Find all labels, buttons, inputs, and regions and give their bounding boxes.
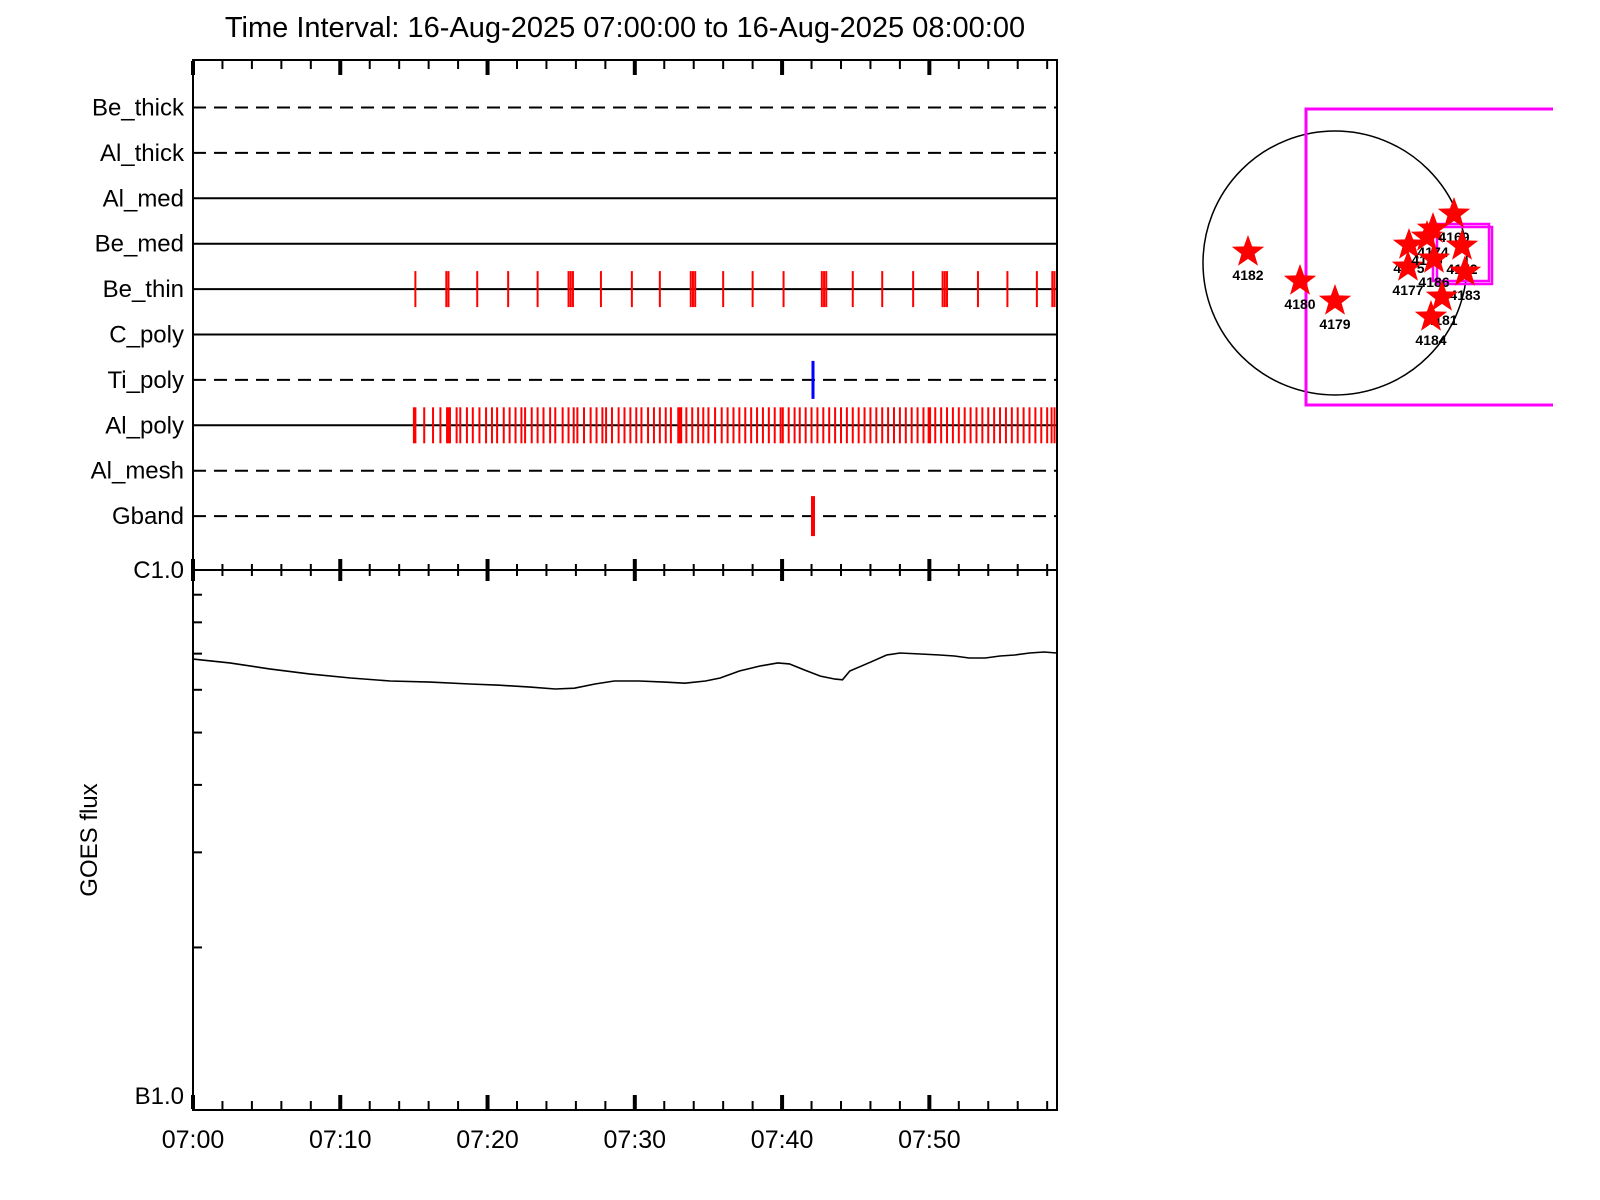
goes-top-label: C1.0 — [133, 557, 184, 584]
goes-flux-curve — [192, 651, 1057, 690]
ar-star-4186 — [1417, 242, 1451, 273]
filter-panel-frame — [192, 59, 1058, 571]
active-region-4179: 4179 — [1318, 284, 1352, 332]
filter-label-Be_thin: Be_thin — [103, 276, 184, 303]
ar-star-4184 — [1414, 300, 1448, 331]
active-region-4169: 4169 — [1437, 197, 1471, 245]
filter-row-Al_med: Al_med — [103, 185, 1057, 212]
filter-row-Be_thin: Be_thin — [103, 271, 1057, 308]
filter-label-Al_med: Al_med — [103, 185, 184, 212]
filter-label-C_poly: C_poly — [109, 322, 184, 349]
active-region-4182: 4182 — [1231, 235, 1265, 283]
pointing-box — [1304, 107, 1553, 407]
active-region-4177: 4177 — [1391, 250, 1425, 298]
active-region-4180: 4180 — [1283, 264, 1317, 312]
ar-star-4181 — [1425, 280, 1459, 311]
ar-label-4177: 4177 — [1392, 282, 1423, 298]
goes-bottom-label: B1.0 — [135, 1083, 184, 1110]
time-label-0720: 07:20 — [456, 1126, 519, 1154]
ar-label-4182: 4182 — [1232, 267, 1263, 283]
filter-label-Be_med: Be_med — [95, 231, 184, 258]
ar-star-4169 — [1437, 197, 1471, 228]
filter-row-Be_thick: Be_thick — [92, 95, 1057, 122]
solar-disk-map: 4182418041794175417741744185416941724186… — [1202, 107, 1553, 407]
ar-label-4183: 4183 — [1449, 287, 1480, 303]
ar-star-4182 — [1231, 235, 1265, 266]
filter-row-Al_thick: Al_thick — [100, 140, 1057, 167]
time-label-0710: 07:10 — [309, 1126, 372, 1154]
goes-panel-frame — [192, 569, 1058, 1111]
ar-label-4180: 4180 — [1284, 296, 1315, 312]
filter-label-Gband: Gband — [112, 503, 184, 530]
ar-star-4175 — [1392, 228, 1426, 259]
filter-row-C_poly: C_poly — [109, 322, 1057, 349]
filter-label-Be_thick: Be_thick — [92, 95, 185, 122]
time-axis-ticks — [191, 61, 1049, 1109]
filter-label-Al_poly: Al_poly — [105, 412, 184, 439]
time-label-0750: 07:50 — [898, 1126, 961, 1154]
filter-row-Gband: Gband — [112, 496, 1057, 537]
filter-label-Al_thick: Al_thick — [100, 140, 185, 167]
ar-label-4186: 4186 — [1418, 274, 1449, 290]
chart-title: Time Interval: 16-Aug-2025 07:00:00 to 1… — [224, 12, 1026, 44]
panel-frames — [192, 59, 1058, 1111]
time-label-0740: 07:40 — [751, 1126, 814, 1154]
filter-row-Ti_poly: Ti_poly — [108, 360, 1057, 399]
goes-ylabel: GOES flux — [76, 783, 103, 896]
time-label-0730: 07:30 — [604, 1126, 667, 1154]
ar-label-4179: 4179 — [1319, 316, 1350, 332]
filter-rows: Be_thick Al_thick Al_med Be_med Be_thin C_pol… — [91, 95, 1057, 537]
ar-star-4185 — [1410, 220, 1444, 251]
time-label-0700: 07:00 — [162, 1126, 225, 1154]
ar-star-4180 — [1283, 264, 1317, 295]
ar-star-4177 — [1391, 250, 1425, 281]
ar-star-4172 — [1445, 229, 1479, 260]
ar-label-4184: 4184 — [1415, 332, 1446, 348]
goes-panel: C1.0 B1.0 GOES flux — [76, 557, 1057, 1110]
filter-row-Be_med: Be_med — [95, 231, 1057, 258]
filter-row-Al_mesh: Al_mesh — [91, 458, 1057, 485]
ar-star-4174 — [1416, 212, 1450, 243]
filter-label-Ti_poly: Ti_poly — [108, 367, 184, 394]
filter-row-Al_poly: Al_poly — [105, 407, 1057, 444]
ar-star-4183 — [1448, 255, 1482, 286]
active-region-4183: 4183 — [1448, 255, 1482, 303]
time-axis-labels: 07:00 07:10 07:20 07:30 07:40 07:50 — [162, 1126, 961, 1154]
ar-star-4179 — [1318, 284, 1352, 315]
filter-label-Al_mesh: Al_mesh — [91, 458, 184, 485]
active-region-4184: 4184 — [1414, 300, 1448, 348]
